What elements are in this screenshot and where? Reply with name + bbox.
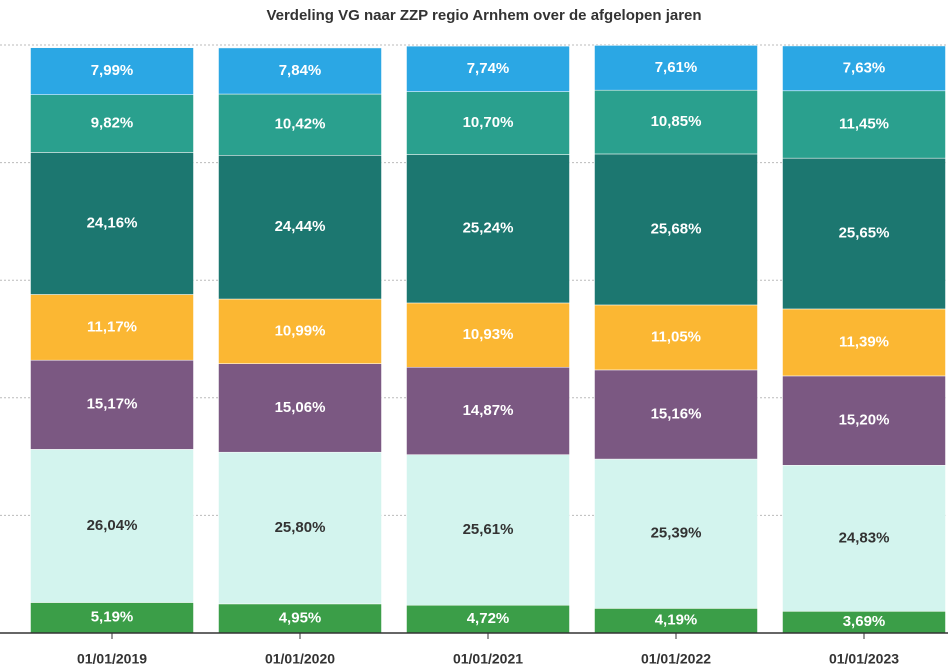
x-tick-label: 01/01/2021 <box>453 651 523 667</box>
bar-segment <box>594 458 758 609</box>
bar-segment <box>406 154 570 304</box>
x-tick-label: 01/01/2020 <box>265 651 335 667</box>
segment-label: 11,45% <box>839 115 889 132</box>
bar-segment <box>594 153 758 306</box>
segment-label: 11,39% <box>839 333 889 350</box>
segment-label: 4,19% <box>655 612 698 629</box>
bar-segment <box>782 157 946 310</box>
segment-label: 10,85% <box>651 113 702 130</box>
segment-label: 7,61% <box>655 59 698 76</box>
bar-segment <box>218 603 382 634</box>
segment-label: 15,06% <box>275 399 326 416</box>
segment-label: 24,16% <box>87 214 138 231</box>
segment-label: 11,05% <box>651 328 701 345</box>
x-tick-label: 01/01/2022 <box>641 651 711 667</box>
segment-label: 10,99% <box>275 322 326 339</box>
segment-label: 3,69% <box>843 613 886 630</box>
bar-segment <box>406 454 570 606</box>
bar-segment <box>218 47 382 95</box>
segment-label: 15,20% <box>839 412 890 429</box>
segment-label: 10,93% <box>463 326 514 343</box>
segment-label: 25,24% <box>463 220 514 237</box>
segment-label: 25,65% <box>839 225 890 242</box>
segment-label: 11,17% <box>87 318 137 335</box>
bar-segment <box>406 302 570 368</box>
segment-label: 24,83% <box>839 529 890 546</box>
segment-label: 10,70% <box>463 114 514 131</box>
segment-label: 5,19% <box>91 609 134 626</box>
bar-segment <box>406 91 570 155</box>
segment-label: 15,16% <box>651 405 702 422</box>
segment-label: 9,82% <box>91 115 134 132</box>
segment-label: 10,42% <box>275 116 326 133</box>
bar-segment <box>218 93 382 156</box>
bar-segment <box>782 90 946 159</box>
bar-segment <box>218 298 382 364</box>
bar-segment <box>30 94 194 153</box>
bar-segment <box>594 608 758 634</box>
segment-label: 25,39% <box>651 525 702 542</box>
bar-segment <box>782 45 946 92</box>
x-tick-label: 01/01/2023 <box>829 651 899 667</box>
segment-label: 25,61% <box>463 521 514 538</box>
x-tick-label: 01/01/2019 <box>77 651 147 667</box>
segment-label: 15,17% <box>87 396 138 413</box>
bar-segment <box>782 375 946 466</box>
bar-segment <box>218 363 382 453</box>
segment-label: 4,72% <box>467 610 510 627</box>
bar-segment <box>30 294 194 361</box>
chart-title: Verdeling VG naar ZZP regio Arnhem over … <box>266 7 701 24</box>
segment-label: 7,63% <box>843 59 886 76</box>
bar-segment <box>30 449 194 603</box>
bar-segment <box>594 369 758 460</box>
segment-label: 4,95% <box>279 609 322 626</box>
bar-segment <box>218 155 382 300</box>
segment-label: 24,44% <box>275 218 326 235</box>
bar-segment <box>30 152 194 295</box>
bar-segment <box>594 45 758 91</box>
segment-label: 7,84% <box>279 62 322 79</box>
bar-segment <box>406 604 570 634</box>
bar-segment <box>30 602 194 634</box>
bar-segment <box>218 451 382 605</box>
segment-label: 25,68% <box>651 220 702 237</box>
bar-segment <box>406 45 570 92</box>
segment-label: 7,99% <box>91 62 134 79</box>
segment-label: 14,87% <box>463 402 514 419</box>
bar-segment <box>594 304 758 371</box>
segment-label: 26,04% <box>87 517 138 534</box>
segment-label: 7,74% <box>467 60 510 77</box>
bar-segment <box>782 465 946 612</box>
segment-label: 25,80% <box>275 519 326 536</box>
bar-segment <box>30 47 194 95</box>
bar-segment <box>406 366 570 455</box>
